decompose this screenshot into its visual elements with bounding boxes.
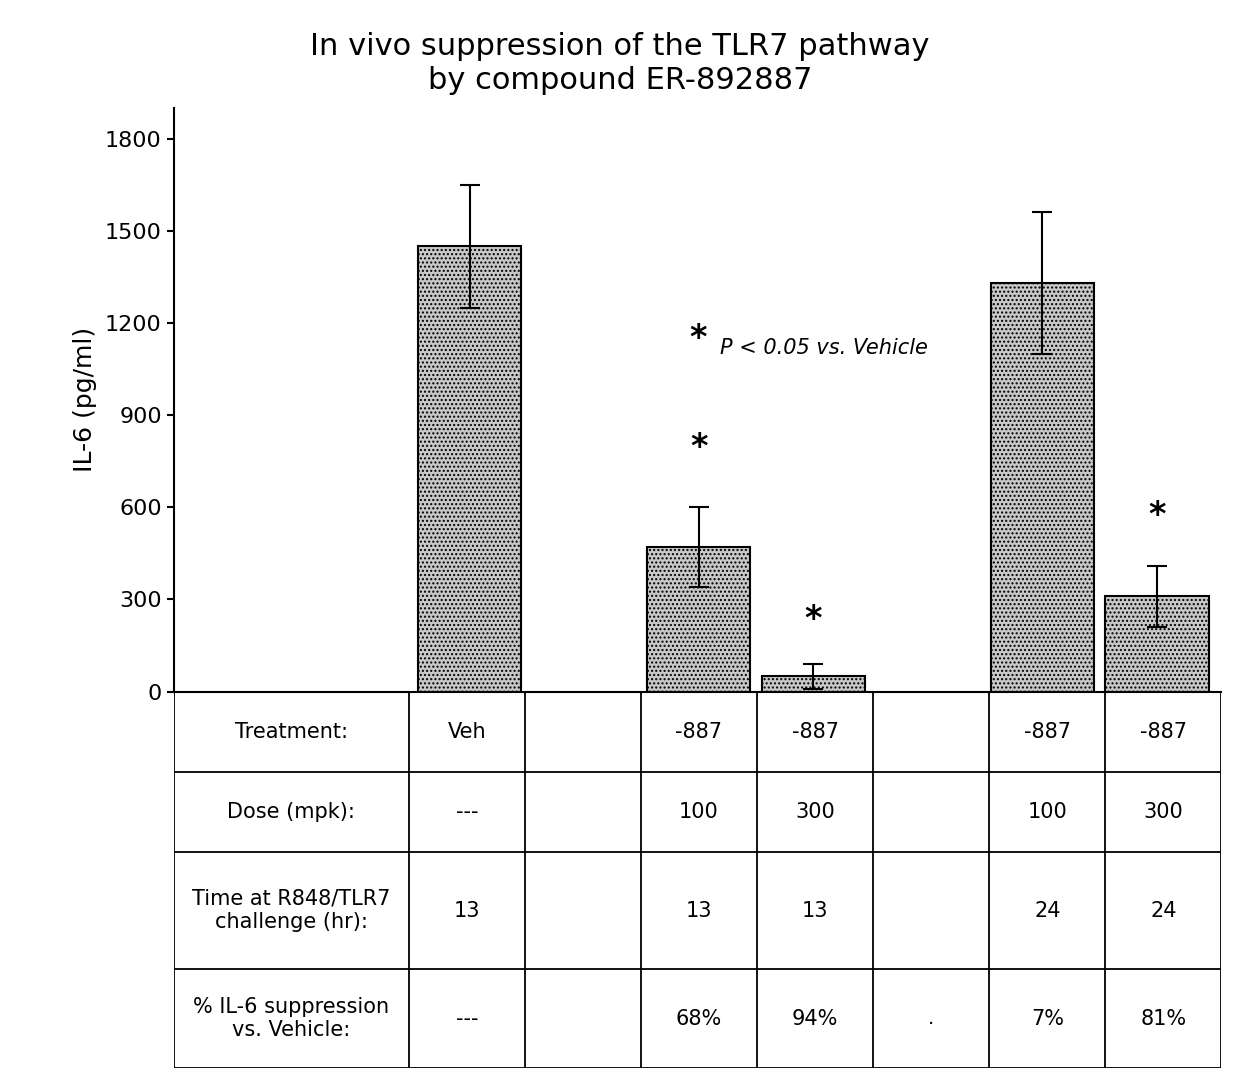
- Bar: [647, 547, 750, 692]
- Text: -887: -887: [791, 722, 838, 741]
- Text: 13: 13: [686, 901, 712, 920]
- Text: -887: -887: [1024, 722, 1071, 741]
- Text: -887: -887: [1140, 722, 1187, 741]
- Text: ---: ---: [455, 1009, 477, 1028]
- Text: 100: 100: [680, 802, 719, 821]
- Text: Dose (mpk):: Dose (mpk):: [227, 802, 355, 821]
- Text: % IL-6 suppression
vs. Vehicle:: % IL-6 suppression vs. Vehicle:: [193, 997, 389, 1040]
- Text: *: *: [689, 322, 707, 355]
- Text: 81%: 81%: [1141, 1009, 1187, 1028]
- Text: P < 0.05 vs. Vehicle: P < 0.05 vs. Vehicle: [720, 338, 929, 357]
- Bar: [418, 246, 522, 692]
- Bar: [761, 677, 866, 692]
- Text: *: *: [1148, 498, 1166, 532]
- Text: 300: 300: [1143, 802, 1183, 821]
- Text: 100: 100: [1028, 802, 1068, 821]
- Text: *: *: [805, 603, 822, 637]
- Text: 300: 300: [795, 802, 835, 821]
- Y-axis label: IL-6 (pg/ml): IL-6 (pg/ml): [73, 327, 97, 473]
- Text: 13: 13: [802, 901, 828, 920]
- Text: *: *: [691, 432, 708, 464]
- Text: Veh: Veh: [448, 722, 486, 741]
- Text: 68%: 68%: [676, 1009, 722, 1028]
- Text: -887: -887: [676, 722, 723, 741]
- Text: 94%: 94%: [792, 1009, 838, 1028]
- Text: .: .: [928, 1009, 934, 1028]
- Text: 7%: 7%: [1030, 1009, 1064, 1028]
- Text: Time at R848/TLR7
challenge (hr):: Time at R848/TLR7 challenge (hr):: [192, 889, 391, 932]
- Text: 24: 24: [1034, 901, 1060, 920]
- Text: 24: 24: [1151, 901, 1177, 920]
- Bar: [1105, 597, 1209, 692]
- Text: 13: 13: [454, 901, 480, 920]
- Text: Treatment:: Treatment:: [234, 722, 347, 741]
- Text: ---: ---: [455, 802, 477, 821]
- Bar: [991, 283, 1094, 692]
- Text: In vivo suppression of the TLR7 pathway
by compound ER-892887: In vivo suppression of the TLR7 pathway …: [310, 32, 930, 95]
